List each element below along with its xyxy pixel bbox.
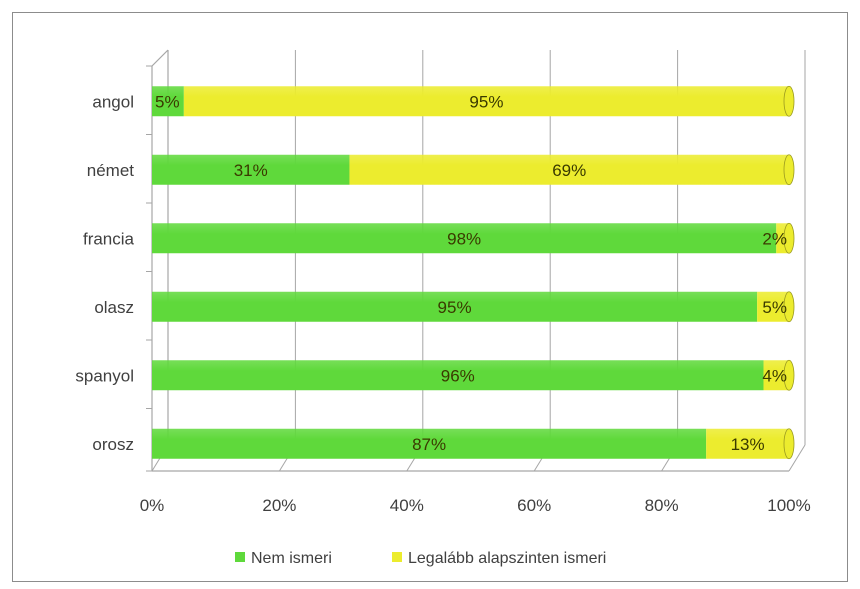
category-labels: angol német francia olasz spanyol orosz xyxy=(75,92,134,454)
legend-label: Legalább alapszinten ismeri xyxy=(408,550,606,567)
bar-end-cap xyxy=(783,154,795,186)
data-label: 4% xyxy=(762,366,787,385)
bar-spanyol-0 xyxy=(152,360,764,391)
x-tick-label: 40% xyxy=(390,496,424,515)
data-label: 5% xyxy=(155,92,180,111)
category-label: francia xyxy=(83,229,135,248)
bar-angol-0 xyxy=(152,86,184,117)
x-tick-label: 80% xyxy=(645,496,679,515)
bar-olasz-0 xyxy=(152,291,758,322)
data-label: 95% xyxy=(438,298,472,317)
x-tick-label: 20% xyxy=(262,496,296,515)
stacked-bar-chart: 5% 95% 31% 69% 98% 2% 95% 5% 96% 4% 87% 13% angol né… xyxy=(75,49,811,567)
data-label: 31% xyxy=(234,161,268,180)
floor-gridline xyxy=(788,444,806,472)
x-tick-label: 60% xyxy=(517,496,551,515)
bar-end-cap xyxy=(783,359,795,391)
category-label: orosz xyxy=(92,435,134,454)
data-labels: 5% 95% 31% 69% 98% 2% 95% 5% 96% 4% 87% 13% xyxy=(155,92,787,454)
chart-frame: 5% 95% 31% 69% 98% 2% 95% 5% 96% 4% 87% 13% angol né… xyxy=(12,12,848,582)
x-tick-label: 100% xyxy=(767,496,810,515)
category-label: angol xyxy=(92,92,134,111)
legend: Nem ismeri Legalább alapszinten ismeri xyxy=(235,550,606,567)
category-label: német xyxy=(87,161,135,180)
legend-swatch xyxy=(392,552,402,562)
data-label: 96% xyxy=(441,366,475,385)
data-label: 5% xyxy=(762,298,787,317)
bar-end-cap xyxy=(783,428,795,460)
legend-label: Nem ismeri xyxy=(251,550,332,567)
data-label: 95% xyxy=(469,92,503,111)
y-axis-top-line xyxy=(151,49,169,67)
bar-orosz-1 xyxy=(706,428,789,459)
bar-angol-1 xyxy=(183,86,790,117)
bar-end-cap xyxy=(783,291,795,323)
bar-end-cap xyxy=(783,85,795,117)
data-label: 98% xyxy=(447,229,481,248)
bar-francia-0 xyxy=(152,223,777,254)
legend-swatch xyxy=(235,552,245,562)
x-tick-label: 0% xyxy=(140,496,165,515)
data-label: 13% xyxy=(731,435,765,454)
data-label: 87% xyxy=(412,435,446,454)
data-label: 2% xyxy=(762,229,787,248)
bar-német-1 xyxy=(349,154,789,185)
bar-orosz-0 xyxy=(152,428,707,459)
x-tick-labels: 0% 20% 40% 60% 80% 100% xyxy=(140,496,811,515)
bar-német-0 xyxy=(152,154,350,185)
category-label: spanyol xyxy=(75,366,134,385)
category-label: olasz xyxy=(94,298,134,317)
bar-end-cap xyxy=(783,222,795,254)
bars xyxy=(152,85,795,460)
data-label: 69% xyxy=(552,161,586,180)
